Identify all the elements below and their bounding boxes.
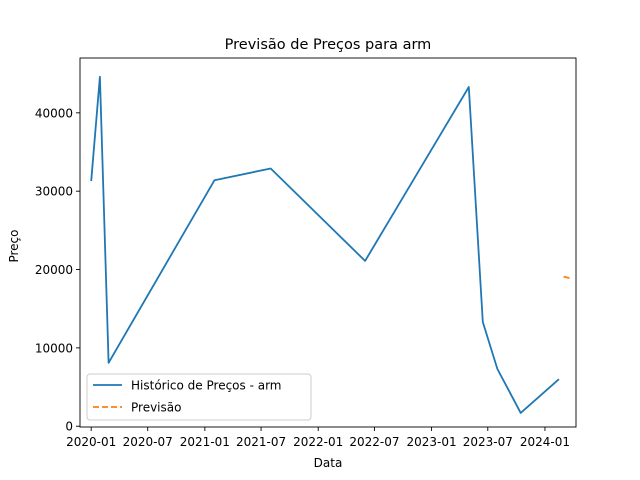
legend: Histórico de Preços - arm Previsão (86, 373, 312, 421)
y-axis-label: Preço (7, 229, 21, 262)
legend-frame (86, 373, 312, 421)
x-axis-label: Data (314, 456, 343, 470)
x-tick-label: 2022-07 (349, 435, 399, 449)
x-tick-label: 2020-01 (66, 435, 116, 449)
series-line-1 (563, 275, 570, 279)
legend-label-historico: Histórico de Preços - arm (131, 379, 282, 393)
y-tick-label: 0 (65, 420, 73, 434)
y-tick-label: 40000 (35, 106, 73, 120)
y-tick-label: 20000 (35, 263, 73, 277)
series-group (90, 75, 570, 414)
x-tick-label: 2023-07 (463, 435, 513, 449)
x-tick-label: 2023-01 (407, 435, 457, 449)
x-tick-label: 2021-01 (180, 435, 230, 449)
legend-label-previsao: Previsão (131, 401, 181, 415)
plot-area (79, 57, 577, 428)
x-axis: 2020-01 2020-07 2021-01 2021-07 2022-01 2022-… (66, 427, 570, 449)
plot-frame (79, 57, 577, 428)
x-tick-label: 2020-07 (123, 435, 173, 449)
x-tick-label: 2024-01 (520, 435, 570, 449)
y-axis: 0 10000 20000 30000 40000 (35, 106, 80, 434)
y-tick-label: 30000 (35, 185, 73, 199)
x-tick-label: 2021-07 (236, 435, 286, 449)
chart-title: Previsão de Preços para arm (225, 37, 432, 53)
x-tick-label: 2022-01 (293, 435, 343, 449)
y-tick-label: 10000 (35, 341, 73, 355)
